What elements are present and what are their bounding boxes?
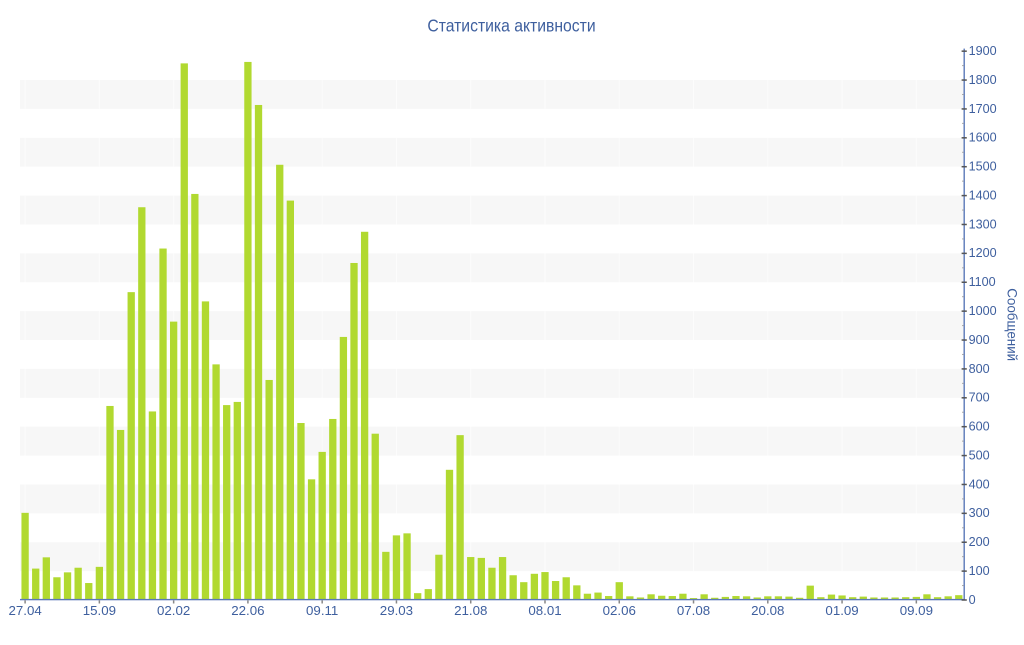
svg-text:21.08: 21.08: [454, 603, 487, 618]
svg-text:1700: 1700: [969, 102, 997, 116]
svg-text:20.08: 20.08: [751, 603, 784, 618]
svg-text:Статистика активности: Статистика активности: [427, 16, 595, 36]
svg-text:02.06: 02.06: [603, 603, 636, 618]
svg-text:1900: 1900: [969, 44, 997, 58]
svg-text:1800: 1800: [969, 73, 997, 87]
svg-text:900: 900: [969, 333, 990, 347]
svg-text:22.06: 22.06: [231, 603, 264, 618]
svg-text:1200: 1200: [969, 246, 997, 260]
svg-text:1000: 1000: [969, 304, 997, 318]
svg-text:800: 800: [969, 362, 990, 376]
svg-text:500: 500: [969, 448, 990, 462]
svg-text:300: 300: [969, 506, 990, 520]
svg-text:200: 200: [969, 535, 990, 549]
svg-text:100: 100: [969, 564, 990, 578]
svg-text:27.04: 27.04: [8, 603, 41, 618]
svg-text:15.09: 15.09: [83, 603, 116, 618]
svg-text:1500: 1500: [969, 160, 997, 174]
svg-text:600: 600: [969, 420, 990, 434]
svg-text:29.03: 29.03: [380, 603, 413, 618]
svg-text:400: 400: [969, 477, 990, 491]
svg-text:1400: 1400: [969, 188, 997, 202]
svg-text:01.09: 01.09: [825, 603, 858, 618]
svg-text:07.08: 07.08: [677, 603, 710, 618]
svg-text:02.02: 02.02: [157, 603, 190, 618]
svg-text:08.01: 08.01: [528, 603, 561, 618]
svg-text:700: 700: [969, 391, 990, 405]
svg-text:1100: 1100: [969, 275, 996, 289]
svg-text:Сообщений: Сообщений: [1005, 288, 1020, 361]
svg-text:09.09: 09.09: [900, 603, 933, 618]
svg-text:1600: 1600: [969, 131, 997, 145]
svg-text:1300: 1300: [969, 217, 997, 231]
svg-text:09.11: 09.11: [306, 603, 338, 618]
svg-text:0: 0: [969, 593, 976, 607]
